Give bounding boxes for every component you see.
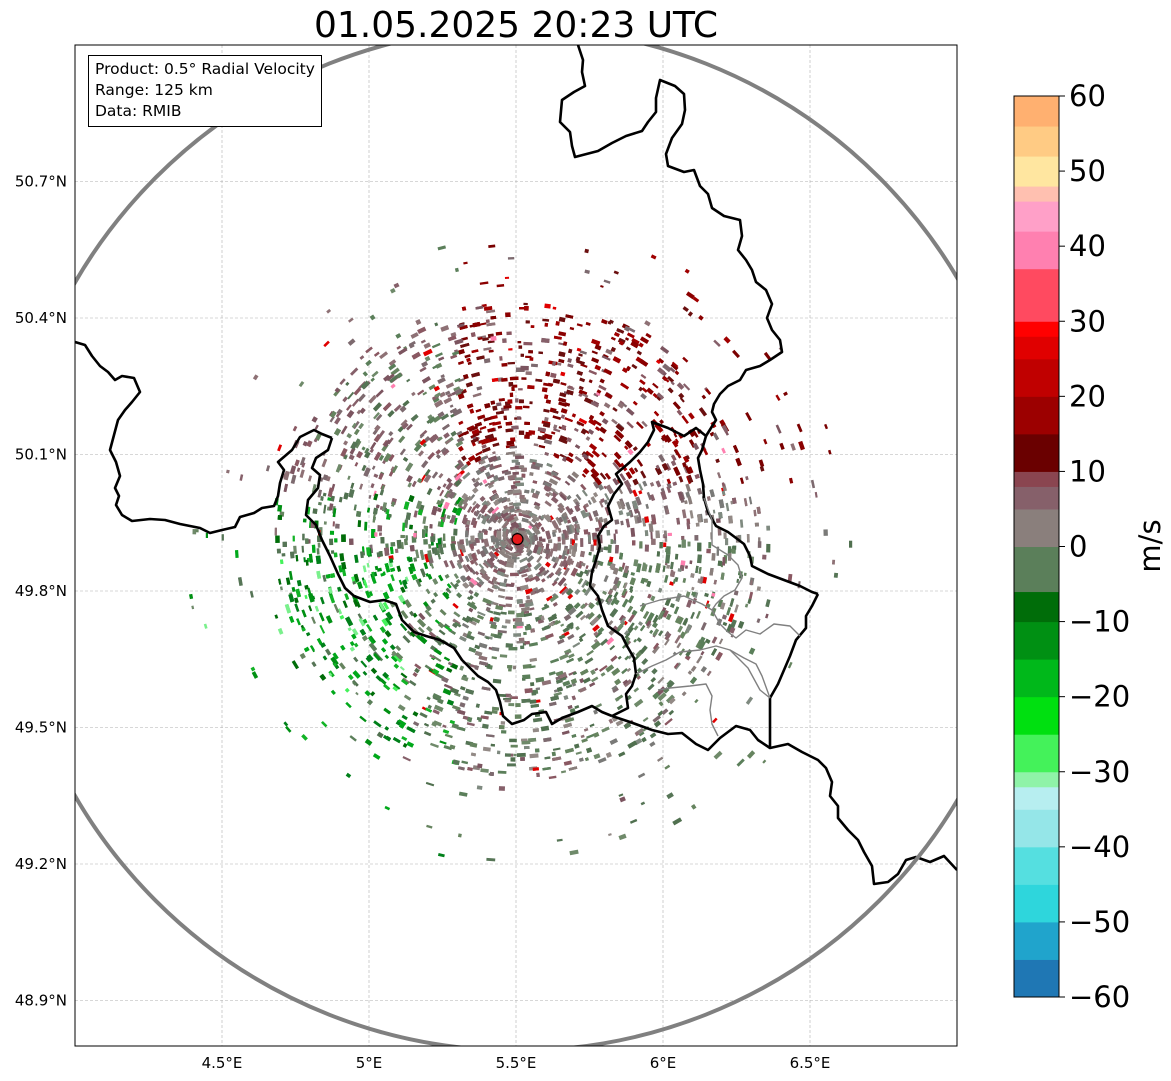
- info-range: Range: 125 km: [95, 81, 213, 99]
- latitude-ticks: 50.7°N 50.4°N 50.1°N 49.8°N 49.5°N 49.2°N 48.9…: [15, 173, 67, 1010]
- border-belgium-france-west: [75, 340, 333, 535]
- lat-tick-label: 49.8°N: [15, 582, 67, 600]
- border-germany-netherlands: [558, 45, 784, 437]
- country-borders: [75, 45, 957, 886]
- lat-tick-label: 49.5°N: [15, 719, 67, 737]
- lon-tick-label: 4.5°E: [202, 1054, 243, 1072]
- lon-tick-label: 5.5°E: [496, 1054, 537, 1072]
- province-borders: [635, 497, 801, 737]
- radar-echoes: [189, 244, 853, 862]
- lon-tick-label: 6°E: [650, 1054, 677, 1072]
- lat-tick-label: 50.4°N: [15, 309, 67, 327]
- border-luxembourg-south: [611, 714, 957, 886]
- lat-tick-label: 50.1°N: [15, 446, 67, 464]
- map-title: 01.05.2025 20:23 UTC: [313, 5, 719, 46]
- product-info-box: Product: 0.5° Radial Velocity Range: 125…: [88, 55, 322, 127]
- info-source: Data: RMIB: [95, 102, 182, 120]
- lon-tick-label: 6.5°E: [790, 1054, 831, 1072]
- border-luxembourg-east: [768, 593, 820, 748]
- longitude-ticks: 4.5°E 5°E 5.5°E 6°E 6.5°E: [202, 1054, 831, 1072]
- border-belgium-france-east: [304, 437, 613, 726]
- info-product: Product: 0.5° Radial Velocity: [95, 60, 315, 78]
- lat-tick-label: 50.7°N: [15, 173, 67, 191]
- lon-tick-label: 5°E: [356, 1054, 383, 1072]
- lat-tick-label: 49.2°N: [15, 855, 67, 873]
- plot-frame: [74, 44, 958, 1047]
- border-luxembourg-west: [588, 420, 819, 718]
- radar-site-marker[interactable]: [511, 533, 524, 546]
- lat-tick-label: 48.9°N: [15, 992, 67, 1010]
